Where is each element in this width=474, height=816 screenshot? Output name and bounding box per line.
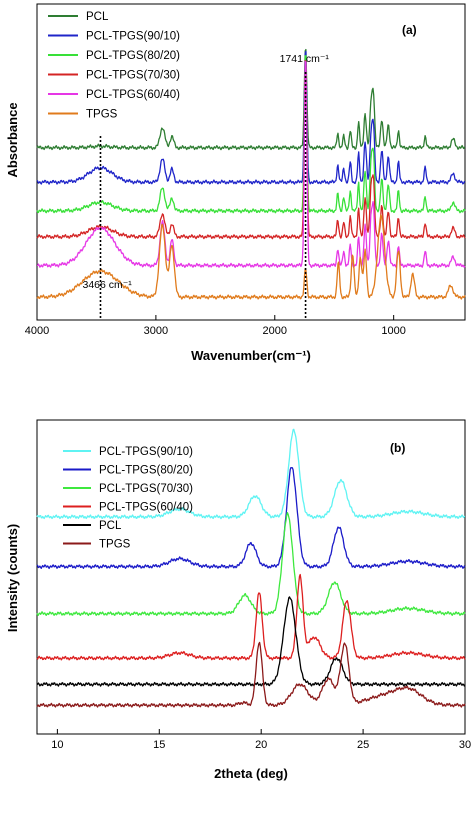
series-line-pcl-tpgs-80-20-panel-a	[36, 55, 466, 214]
panel-b-series	[36, 428, 466, 708]
panel-a-x-tick-label: 1000	[381, 325, 405, 337]
series-line-pcl-tpgs-70-30-panel-b	[36, 511, 466, 617]
panel-b-x-ticks: 10 15 20 25 30	[51, 729, 471, 751]
panel-b-x-tick-label: 10	[51, 739, 63, 751]
series-line-pcl-tpgs-90-10-panel-b	[36, 428, 466, 520]
panel-b-x-tick-label: 15	[153, 739, 165, 751]
series-line-pcl-tpgs-90-10-panel-a	[36, 50, 466, 185]
legend-label-tpgs: TPGS	[99, 539, 131, 551]
series-line-pcl-panel-b	[36, 596, 466, 687]
panel-a-annotations: 1741 cm⁻¹ 3466 cm⁻¹	[82, 53, 329, 320]
panel-a-x-tick-label: 2000	[263, 325, 287, 337]
panel-a-frame	[36, 3, 466, 321]
legend-label-pcl-tpgs-60-40: PCL-TPGS(60/40)	[86, 89, 180, 101]
legend-label-pcl-tpgs-90-10: PCL-TPGS(90/10)	[99, 446, 193, 458]
panel-b-x-tick-label: 25	[357, 739, 369, 751]
legend-label-pcl-tpgs-80-20: PCL-TPGS(80/20)	[86, 50, 180, 62]
series-line-pcl-panel-a	[36, 48, 466, 151]
panel-a-legend: PCL PCL-TPGS(90/10) PCL-TPGS(80/20) PCL-TPG…	[48, 11, 180, 121]
legend-label-pcl: PCL	[99, 520, 122, 532]
legend-label-tpgs: TPGS	[86, 109, 118, 121]
legend-label-pcl-tpgs-70-30: PCL-TPGS(70/30)	[99, 483, 193, 495]
panel-a-x-ticks: 4000 3000 2000 1000	[25, 315, 406, 337]
panel-b-label: (b)	[390, 441, 405, 455]
panel-b-x-tick-label: 30	[459, 739, 471, 751]
legend-label-pcl-tpgs-90-10: PCL-TPGS(90/10)	[86, 31, 180, 43]
panel-a-x-tick-label: 4000	[25, 325, 49, 337]
panel-b-x-axis-label: 2theta (deg)	[214, 766, 288, 781]
panel-b-y-axis-label: Intensity (counts)	[5, 524, 20, 632]
panel-b-frame	[36, 419, 466, 735]
legend-label-pcl-tpgs-60-40: PCL-TPGS(60/40)	[99, 502, 193, 514]
panel-b-xrd: 10 15 20 25 30 PCL-TPGS(90/10) PCL-TPGS(80/20…	[5, 419, 471, 781]
series-line-tpgs-panel-a	[36, 214, 466, 300]
legend-label-pcl-tpgs-70-30: PCL-TPGS(70/30)	[86, 70, 180, 82]
legend-label-pcl: PCL	[86, 11, 109, 23]
panel-b-legend: PCL-TPGS(90/10) PCL-TPGS(80/20) PCL-TPGS(7…	[63, 446, 193, 551]
panel-a-x-tick-label: 3000	[144, 325, 168, 337]
series-line-pcl-tpgs-80-20-panel-b	[36, 466, 466, 570]
series-line-tpgs-panel-b	[36, 641, 466, 708]
annotation-label-0: 1741 cm⁻¹	[280, 53, 330, 65]
panel-a-label: (a)	[402, 23, 417, 37]
annotation-label-1: 3466 cm⁻¹	[82, 279, 132, 291]
series-line-pcl-tpgs-60-40-panel-a	[37, 60, 466, 269]
panel-b-x-tick-label: 20	[255, 739, 267, 751]
series-line-pcl-tpgs-70-30-panel-a	[36, 59, 466, 240]
panel-a-series	[36, 48, 466, 300]
panel-a-x-axis-label: Wavenumber(cm⁻¹)	[191, 348, 311, 363]
legend-label-pcl-tpgs-80-20: PCL-TPGS(80/20)	[99, 465, 193, 477]
series-line-pcl-tpgs-60-40-panel-b	[36, 573, 466, 661]
panel-a-y-axis-label: Absorbance	[5, 102, 20, 177]
